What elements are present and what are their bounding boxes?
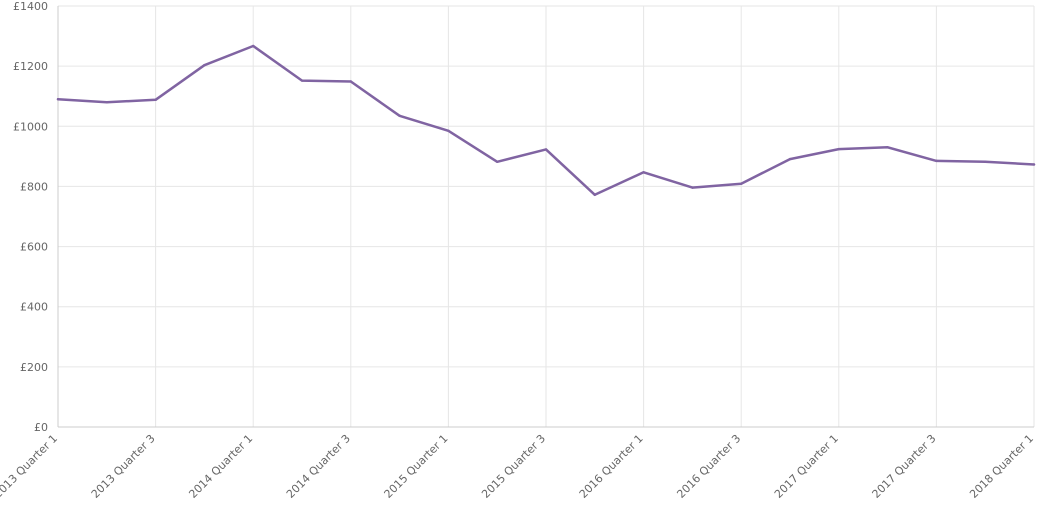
data-point bbox=[593, 193, 596, 197]
y-tick-label: £0 bbox=[34, 421, 48, 434]
x-tick-label: 2017 Quarter 1 bbox=[772, 432, 841, 501]
y-tick-label: £1200 bbox=[13, 60, 48, 73]
x-axis-tick-labels: 2013 Quarter 1 2013 Quarter 3 2014 Quarter… bbox=[0, 432, 1036, 501]
y-axis-tick-labels: £0 £200 £400 £600 £800 £1000 £1200 £1400 bbox=[13, 0, 48, 434]
data-point bbox=[398, 114, 401, 117]
x-tick-label: 2015 Quarter 1 bbox=[382, 432, 451, 501]
y-tick-label: £400 bbox=[20, 301, 48, 314]
data-point bbox=[1032, 163, 1036, 166]
data-point bbox=[349, 80, 352, 83]
data-point bbox=[984, 160, 987, 163]
data-point bbox=[252, 44, 255, 48]
y-tick-label: £800 bbox=[20, 180, 48, 193]
x-tick-label: 2017 Quarter 3 bbox=[870, 432, 939, 501]
x-tick-label: 2016 Quarter 1 bbox=[577, 432, 646, 501]
data-point bbox=[447, 129, 450, 132]
data-point bbox=[105, 101, 109, 104]
data-point bbox=[300, 79, 304, 82]
y-tick-label: £1400 bbox=[13, 0, 48, 13]
data-point bbox=[740, 182, 743, 185]
x-tick-label: 2013 Quarter 3 bbox=[89, 432, 158, 501]
x-tick-label: 2015 Quarter 3 bbox=[479, 432, 548, 501]
data-point bbox=[203, 64, 206, 67]
y-tick-label: £600 bbox=[20, 241, 48, 254]
data-point bbox=[935, 159, 938, 163]
x-tick-label: 2014 Quarter 1 bbox=[186, 432, 255, 501]
data-point bbox=[886, 146, 889, 149]
data-point bbox=[496, 160, 499, 163]
data-point bbox=[642, 171, 645, 174]
x-tick-label: 2016 Quarter 3 bbox=[674, 432, 743, 501]
x-tick-label: 2014 Quarter 3 bbox=[284, 432, 353, 501]
vertical-gridlines bbox=[155, 6, 1035, 427]
data-point bbox=[544, 148, 548, 151]
data-point bbox=[154, 98, 157, 102]
y-tick-label: £200 bbox=[20, 361, 48, 374]
y-tick-label: £1000 bbox=[13, 120, 48, 133]
x-tick-label: 2013 Quarter 1 bbox=[0, 432, 60, 501]
data-point bbox=[788, 157, 792, 161]
series-group bbox=[56, 44, 1036, 197]
data-point bbox=[691, 186, 694, 189]
horizontal-gridlines bbox=[58, 5, 1034, 368]
data-point bbox=[56, 98, 60, 101]
data-point bbox=[837, 147, 840, 151]
x-tick-label: 2018 Quarter 1 bbox=[967, 432, 1036, 501]
